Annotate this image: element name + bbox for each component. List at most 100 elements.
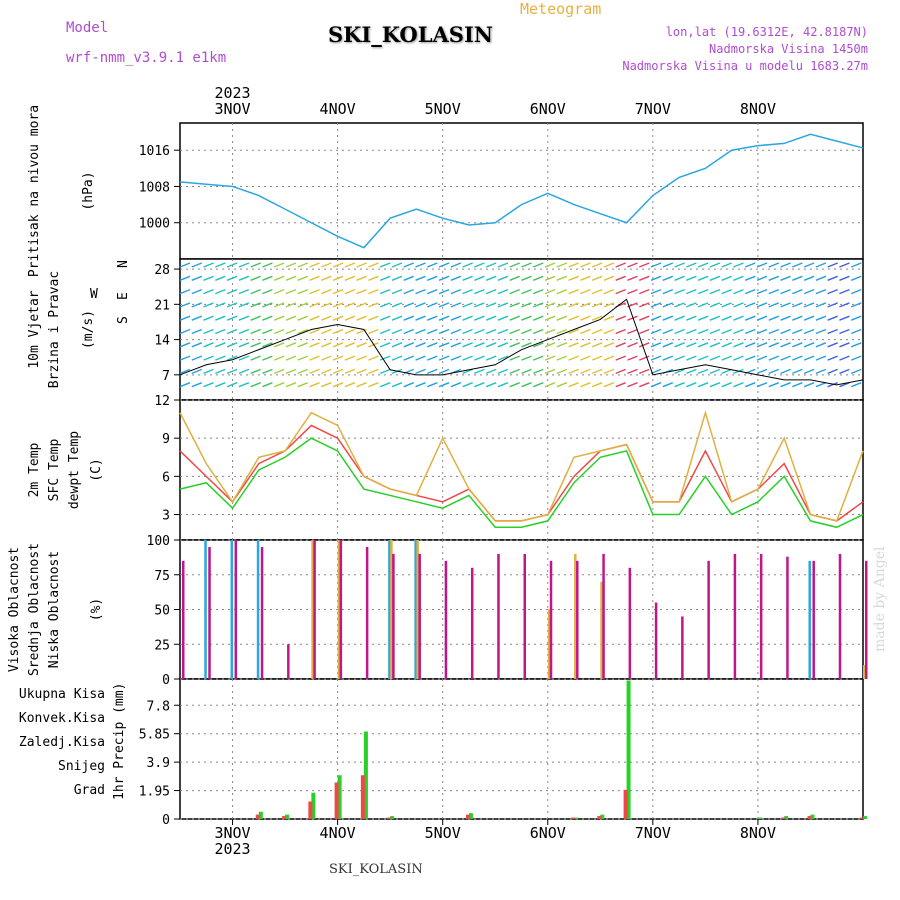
wind-barb [721,342,732,348]
wind-barb [744,315,756,321]
wind-barb [756,342,768,348]
wind-barb [226,275,238,281]
wind-barb [686,328,697,335]
wind-barb [591,288,603,295]
wind-barb [591,368,603,375]
wind-barb [238,342,250,348]
wind-barb [332,368,344,375]
cloud-bar-2-18 [654,602,658,679]
wind-barb [485,382,497,388]
wind-barb [521,275,532,281]
wind-barb [521,315,532,321]
wind-barb [438,275,450,281]
wind-barb [850,368,862,375]
wind-barb [262,368,273,375]
wind-barb [203,355,214,361]
wind-barb [544,288,556,295]
wind-barb [191,315,203,321]
wind-barb [721,302,732,308]
wind-barb [356,275,367,281]
wind-barb [721,262,732,268]
meteogram-label: Meteogram [520,0,602,18]
date-top-4: 7NOV [635,100,671,118]
wind-barb [756,302,768,308]
cloud-bar-0-9 [414,540,417,679]
cloud-bar-0-1 [204,540,207,679]
wind-barb [792,288,803,295]
wind-barb [427,302,438,308]
wind-barb [827,288,838,295]
cloud-bar-2-11 [470,567,474,679]
wind-barb [368,275,379,281]
wind-barb [238,275,250,281]
wind-barb [544,382,556,388]
wind-barb [615,262,626,268]
wind-barb [191,262,203,268]
cloud-bar-1-5 [311,540,314,679]
cloud-bar-2-8 [392,553,395,679]
wind-barb [485,368,497,375]
panel-frame-3 [179,539,864,680]
wind-barb [850,302,862,308]
wind-barb [462,302,473,308]
wind-barb [379,288,391,295]
wind-barb [815,382,827,388]
wind-barb [591,262,603,268]
wind-barb [721,315,732,321]
wind-barb [450,275,462,281]
ylabel-0-1: (hPa) [81,171,96,210]
cloud-bar-2-24 [812,560,815,679]
wind-barb [356,342,367,348]
wind-barb [638,382,650,388]
wind-barb [427,315,438,321]
wind-barb [839,342,850,348]
cloud-bar-2-4 [287,644,290,679]
wind-barb [556,288,568,295]
wind-barb [568,302,579,308]
wind-barb [474,315,485,321]
wind-barb [226,262,238,268]
wind-barb [179,262,191,268]
wind-barb [509,342,520,348]
ytick-label-2-0: 3 [162,509,170,524]
wind-barb [179,382,191,388]
wind-barb [309,288,320,295]
precip-bar-0-8 [390,816,395,819]
wind-barb [662,328,674,335]
ytick-label-3-1: 25 [154,638,170,653]
ytick-label-4-3: 5.85 [139,728,170,743]
wind-barb [191,328,203,335]
wind-barb [474,288,485,295]
wind-barb [815,275,827,281]
wind-barb [179,302,191,308]
wind-barb [780,382,791,388]
wind-barb [521,382,532,388]
wind-barb [650,382,662,388]
wind-barb [544,262,556,268]
wind-barb [709,275,721,281]
ytick-label-4-0: 0 [162,813,170,828]
wind-barb [662,288,674,295]
wind-barb [580,262,591,268]
wind-barb [356,328,367,335]
wind-barb [827,262,838,268]
wind-barb [497,288,509,295]
wind-barb [226,328,238,335]
wind-barb [603,288,615,295]
wind-barb [297,328,309,335]
wind-barb [332,342,344,348]
ylabel-3-1: Srednja Oblacnost [27,543,42,676]
precip-bar-1-16 [597,816,602,819]
wind-barb [662,342,674,348]
wind-barb [273,342,285,348]
wind-barb [768,342,780,348]
wind-barb [533,368,544,375]
wind-barb [850,342,862,348]
wind-barb [438,382,450,388]
wind-barb [368,302,379,308]
wind-barb [815,302,827,308]
precip-legend-1: Konvek.Kisa [19,711,105,726]
cloud-bar-2-12 [497,553,500,679]
wind-barb [474,275,485,281]
